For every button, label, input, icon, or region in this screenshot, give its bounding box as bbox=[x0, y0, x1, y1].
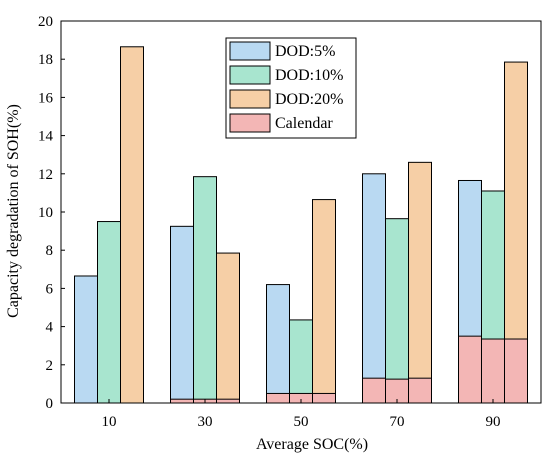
calendar-segment-90-2 bbox=[481, 338, 505, 404]
y-tick-label: 18 bbox=[38, 52, 53, 68]
bar-dod5-30 bbox=[170, 225, 194, 404]
y-tick-label: 10 bbox=[38, 205, 53, 221]
bar-dod10-10 bbox=[97, 221, 121, 404]
y-tick-label: 12 bbox=[38, 167, 53, 183]
legend-label: DOD:10% bbox=[275, 67, 343, 84]
x-axis-title: Average SOC(%) bbox=[256, 436, 368, 453]
y-tick-label: 4 bbox=[46, 320, 54, 336]
bar-dod20-50 bbox=[312, 199, 336, 404]
y-tick-label: 2 bbox=[46, 358, 54, 374]
calendar-segment-70-1 bbox=[362, 377, 386, 404]
bar-dod20-10 bbox=[120, 46, 144, 404]
legend-swatch bbox=[229, 65, 271, 85]
x-tick-label: 30 bbox=[198, 414, 213, 430]
bar-dod20-30 bbox=[216, 252, 240, 404]
y-tick-label: 16 bbox=[38, 90, 54, 106]
calendar-segment-30-1 bbox=[170, 398, 194, 404]
calendar-segment-70-3 bbox=[408, 377, 432, 404]
x-tick-label: 90 bbox=[486, 414, 501, 430]
legend: DOD:5% DOD:10% DOD:20% Calendar bbox=[225, 37, 357, 139]
x-tick-label: 70 bbox=[390, 414, 405, 430]
bar-dod5-10 bbox=[74, 275, 98, 404]
bar-dod10-70 bbox=[385, 218, 409, 404]
x-tick-label: 10 bbox=[102, 414, 117, 430]
legend-label: Calendar bbox=[275, 115, 333, 132]
legend-label: DOD:20% bbox=[275, 91, 343, 108]
x-tick-label: 50 bbox=[294, 414, 309, 430]
legend-swatch bbox=[229, 89, 271, 109]
y-tick-label: 20 bbox=[38, 14, 53, 30]
legend-swatch bbox=[229, 113, 271, 133]
bar-dod20-70 bbox=[408, 161, 432, 404]
legend-swatch bbox=[229, 41, 271, 61]
calendar-segment-50-1 bbox=[266, 392, 290, 404]
bars-layer bbox=[74, 46, 528, 404]
bar-dod10-50 bbox=[289, 319, 313, 404]
y-tick-label: 6 bbox=[46, 281, 54, 297]
y-tick-label: 14 bbox=[38, 129, 54, 145]
y-tick-label: 0 bbox=[46, 396, 54, 412]
calendar-segment-30-3 bbox=[216, 398, 240, 404]
bar-dod5-50 bbox=[266, 284, 290, 404]
axes-layer: 10 30 50 70 90 0 2 4 6 8 10 12 14 16 18 20 bbox=[38, 14, 542, 430]
calendar-segment-50-3 bbox=[312, 392, 336, 404]
legend-label: DOD:5% bbox=[275, 43, 335, 60]
calendar-segment-90-3 bbox=[504, 338, 528, 404]
y-axis-title: Capacity degradation of SOH(%) bbox=[5, 104, 22, 318]
y-tick-label: 8 bbox=[46, 243, 54, 259]
bar-dod10-30 bbox=[193, 176, 217, 404]
bar-dod5-70 bbox=[362, 173, 386, 404]
calendar-segment-90-1 bbox=[458, 335, 482, 404]
